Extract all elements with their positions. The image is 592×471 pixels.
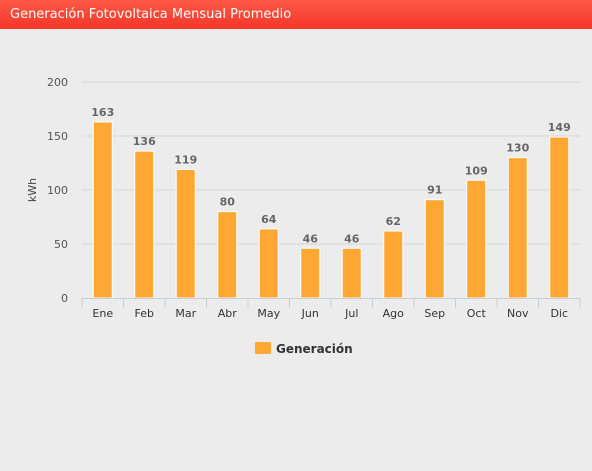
legend-label[interactable]: Generación (276, 342, 353, 356)
bar-ago[interactable] (383, 230, 404, 299)
x-tick-label: Ago (383, 307, 405, 320)
data-label: 163 (91, 106, 114, 119)
x-tick-label: Abr (218, 307, 238, 320)
x-axis-labels: Ene Feb Mar Abr May Jun Jul Ago Sep Oct Nov Dic (92, 307, 568, 320)
data-label: 62 (386, 215, 401, 228)
x-tick-label: Oct (467, 307, 487, 320)
y-tick-label: 200 (47, 76, 68, 89)
x-tick-label: May (257, 307, 280, 320)
x-tick-label: Nov (507, 307, 529, 320)
bar-jul[interactable] (341, 247, 362, 299)
x-tick-label: Sep (424, 307, 445, 320)
bar-ene[interactable] (92, 121, 113, 299)
bars (92, 121, 570, 299)
data-label: 119 (174, 153, 197, 166)
y-axis-label: kWh (26, 178, 39, 202)
x-tick-label: Feb (135, 307, 154, 320)
legend-swatch[interactable] (255, 342, 271, 354)
bar-abr[interactable] (217, 211, 238, 299)
y-tick-label: 0 (61, 292, 68, 305)
data-label: 136 (133, 135, 156, 148)
grid-lines (82, 81, 580, 245)
data-label: 46 (344, 232, 360, 245)
x-tick-label: Dic (550, 307, 568, 320)
data-labels: 163 136 119 80 64 46 46 62 91 109 130 149 (91, 106, 570, 245)
chart-header-bar: Generación Fotovoltaica Mensual Promedio (0, 0, 592, 29)
x-tick-label: Mar (175, 307, 196, 320)
x-tick-label: Jul (344, 307, 358, 320)
bar-feb[interactable] (134, 150, 155, 299)
x-axis-ticks (81, 298, 581, 308)
page-title: Generación Fotovoltaica Mensual Promedio (10, 7, 292, 22)
bar-mar[interactable] (175, 168, 196, 299)
data-label: 130 (506, 142, 529, 155)
bar-may[interactable] (258, 228, 279, 299)
x-tick-label: Ene (92, 307, 113, 320)
data-label: 64 (261, 213, 277, 226)
chart-area: 0 50 100 150 200 kWh 163 136 119 80 64 46 46 62 91 10… (0, 29, 592, 467)
bar-sep[interactable] (424, 199, 445, 299)
bar-dic[interactable] (549, 136, 570, 299)
data-label: 91 (427, 184, 442, 197)
bar-nov[interactable] (507, 157, 528, 299)
legend[interactable]: Generación (255, 342, 353, 356)
bar-jun[interactable] (300, 247, 321, 299)
data-label: 149 (548, 121, 571, 134)
y-tick-label: 150 (47, 130, 68, 143)
data-label: 80 (220, 196, 236, 209)
y-tick-label: 50 (54, 238, 68, 251)
data-label: 109 (465, 164, 488, 177)
data-label: 46 (303, 232, 319, 245)
bar-oct[interactable] (466, 179, 487, 299)
y-tick-label: 100 (47, 184, 68, 197)
y-axis-ticks: 0 50 100 150 200 (47, 76, 68, 305)
x-tick-label: Jun (301, 307, 319, 320)
bar-chart: 0 50 100 150 200 kWh 163 136 119 80 64 46 46 62 91 10… (26, 76, 581, 356)
